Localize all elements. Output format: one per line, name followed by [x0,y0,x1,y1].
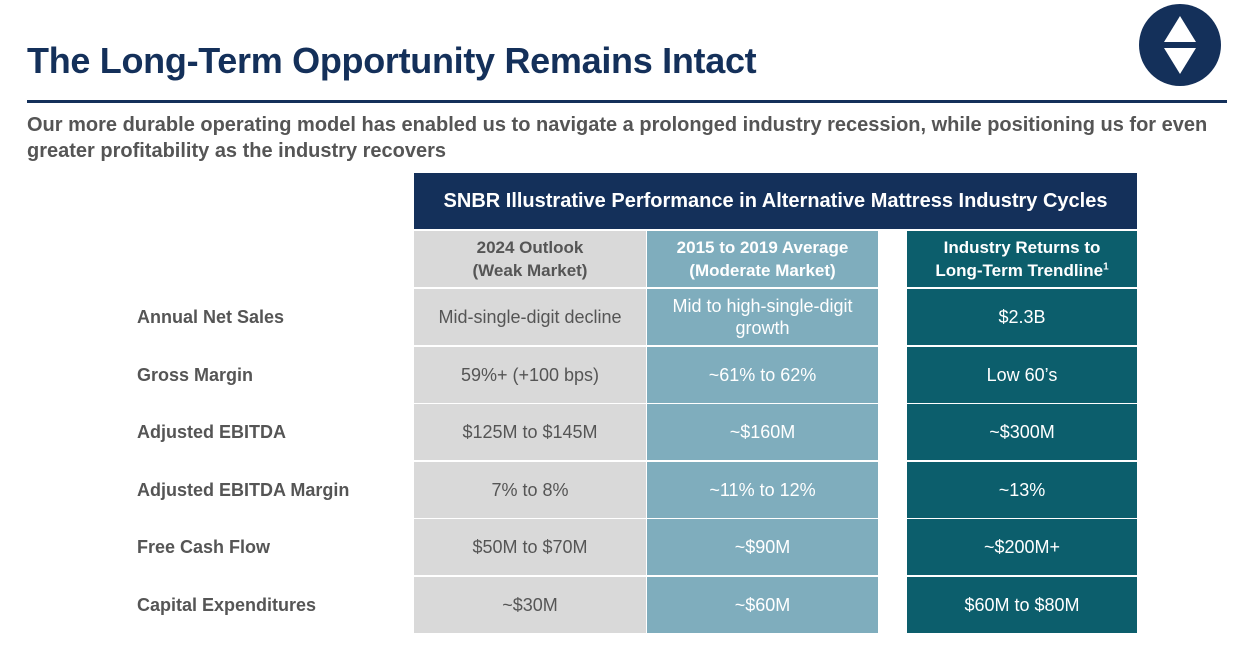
row-label: Capital Expenditures [137,595,317,615]
table-cell: Mid to high-single-digit growth [647,289,878,345]
table-cell: Low 60’s [907,346,1137,403]
table-cell: $125M to $145M [414,404,646,461]
column-header-2024-outlook: 2024 Outlook (Weak Market) [414,231,646,287]
table-cell: $2.3B [907,289,1137,345]
column-header-line2-text: Long-Term Trendline [935,261,1104,280]
row-label: Gross Margin [137,364,254,385]
row-label: Free Cash Flow [137,537,271,558]
table-cell: $50M to $70M [414,519,646,576]
column-header-line1: 2024 Outlook [476,238,584,257]
footnote-marker: 1 [1103,261,1109,273]
title-divider [27,100,1227,103]
table-cell: ~11% to 12% [647,461,878,518]
column-header-2015-2019-average: 2015 to 2019 Average (Moderate Market) [647,231,878,287]
row-label: Adjusted EBITDA [137,422,287,443]
column-header-line1: Industry Returns to [943,238,1101,257]
table-cell: 59%+ (+100 bps) [414,346,646,403]
table-cell: $60M to $80M [907,577,1137,633]
row-label: Annual Net Sales [137,307,285,327]
table-cell: ~$60M [647,577,878,633]
table-header: SNBR Illustrative Performance in Alterna… [414,173,1137,229]
column-header-line2: Long-Term Trendline1 [935,259,1108,282]
row-label: Adjusted EBITDA Margin [137,479,350,500]
company-logo [1139,4,1221,86]
column-header-line1: 2015 to 2019 Average [676,238,849,257]
table-cell: ~61% to 62% [647,346,878,403]
table-cell: ~$200M+ [907,519,1137,576]
page-title: The Long-Term Opportunity Remains Intact [27,40,757,81]
table-cell: Mid-single-digit decline [414,289,646,345]
table-cell: ~$300M [907,404,1137,461]
table-cell: ~$90M [647,519,878,576]
up-down-triangles-logo-icon [1164,16,1196,74]
column-header-long-term-trendline: Industry Returns to Long-Term Trendline1 [907,231,1137,287]
table-cell: 7% to 8% [414,461,646,518]
column-header-line2: (Moderate Market) [689,261,836,280]
column-header-line2: (Weak Market) [472,261,588,280]
page-subtitle: Our more durable operating model has ena… [27,114,1208,162]
table-cell: ~13% [907,461,1137,518]
table-cell: ~$160M [647,404,878,461]
table-cell: ~$30M [414,577,646,633]
